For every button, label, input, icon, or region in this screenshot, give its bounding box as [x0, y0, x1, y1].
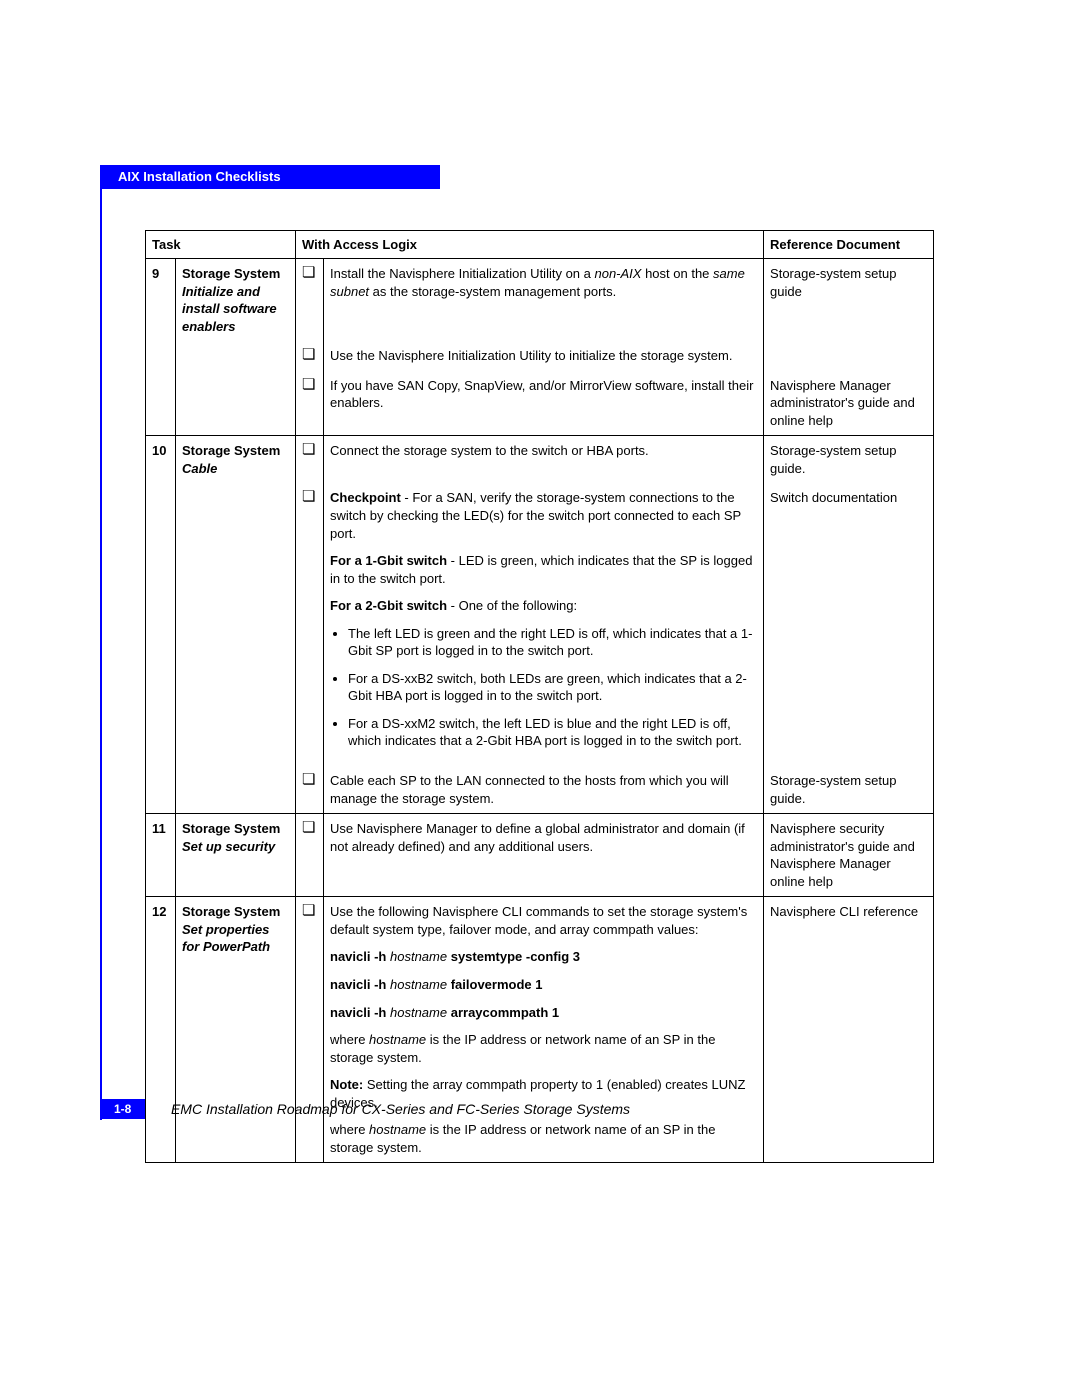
step-text: Cable each SP to the LAN connected to th…	[324, 766, 764, 814]
empty-cell	[176, 371, 296, 436]
table-row: ❏ Use the Navisphere Initialization Util…	[146, 341, 934, 371]
table-row: 11 Storage System Set up security ❏ Use …	[146, 814, 934, 897]
task-subtitle: Initialize and install software enablers	[182, 284, 277, 334]
empty-cell	[176, 766, 296, 814]
task-title: Storage System	[182, 904, 280, 919]
footer-page-number: 1-8	[100, 1099, 145, 1119]
col-task-header: Task	[146, 231, 296, 259]
empty-cell	[146, 341, 176, 371]
checkpoint-bullets: The left LED is green and the right LED …	[330, 625, 757, 750]
table-row: 10 Storage System Cable ❏ Connect the st…	[146, 436, 934, 484]
checkpoint-p2: For a 2-Gbit switch - One of the followi…	[330, 597, 757, 615]
reference-text: Storage-system setup guide	[764, 259, 934, 342]
r12-lead: Use the following Navisphere CLI command…	[330, 903, 757, 938]
task-title: Storage System	[182, 821, 280, 836]
task-cell: Storage System Initialize and install so…	[176, 259, 296, 342]
r12-cmd2: navicli -h hostname failovermode 1	[330, 976, 757, 994]
checkbox: ❏	[296, 436, 324, 484]
step-text: Use the following Navisphere CLI command…	[324, 897, 764, 1163]
bullet-item: For a DS-xxB2 switch, both LEDs are gree…	[348, 670, 757, 705]
reference-text: Navisphere Manager administrator's guide…	[764, 371, 934, 436]
reference-text: Storage-system setup guide.	[764, 766, 934, 814]
r12-cmd1: navicli -h hostname systemtype -config 3	[330, 948, 757, 966]
section-header-tab: AIX Installation Checklists	[100, 165, 440, 189]
task-title: Storage System	[182, 443, 280, 458]
task-cell: Storage System Cable	[176, 436, 296, 484]
reference-text: Navisphere CLI reference	[764, 897, 934, 1163]
checkbox: ❏	[296, 341, 324, 371]
table-row: ❏ Cable each SP to the LAN connected to …	[146, 766, 934, 814]
table-row: 9 Storage System Initialize and install …	[146, 259, 934, 342]
left-margin-rule	[100, 165, 102, 1120]
step-text: Install the Navisphere Initialization Ut…	[324, 259, 764, 342]
task-subtitle: Cable	[182, 461, 217, 476]
empty-cell	[146, 766, 176, 814]
checkbox: ❏	[296, 897, 324, 1163]
checkbox: ❏	[296, 259, 324, 342]
task-number: 10	[146, 436, 176, 484]
task-subtitle: Set up security	[182, 839, 275, 854]
bullet-item: The left LED is green and the right LED …	[348, 625, 757, 660]
checkbox: ❏	[296, 766, 324, 814]
footer-doc-title: EMC Installation Roadmap for CX-Series a…	[171, 1101, 630, 1117]
reference-text: Storage-system setup guide.	[764, 436, 934, 484]
table-header-row: Task With Access Logix Reference Documen…	[146, 231, 934, 259]
table-row: ❏ If you have SAN Copy, SnapView, and/or…	[146, 371, 934, 436]
checkpoint-p1: For a 1-Gbit switch - LED is green, whic…	[330, 552, 757, 587]
checklist-table-wrap: Task With Access Logix Reference Documen…	[145, 230, 933, 1163]
page-footer: 1-8 EMC Installation Roadmap for CX-Seri…	[100, 1099, 940, 1121]
col-reference-header: Reference Document	[764, 231, 934, 259]
col-access-header: With Access Logix	[296, 231, 764, 259]
r12-p1: where hostname is the IP address or netw…	[330, 1031, 757, 1066]
table-row: 12 Storage System Set properties for Pow…	[146, 897, 934, 1163]
task-number: 11	[146, 814, 176, 897]
checkbox: ❏	[296, 814, 324, 897]
task-title: Storage System	[182, 266, 280, 281]
reference-text	[764, 341, 934, 371]
empty-cell	[146, 483, 176, 766]
task-number: 9	[146, 259, 176, 342]
r12-p3: where hostname is the IP address or netw…	[330, 1121, 757, 1156]
bullet-item: For a DS-xxM2 switch, the left LED is bl…	[348, 715, 757, 750]
checkbox: ❏	[296, 483, 324, 766]
task-number: 12	[146, 897, 176, 1163]
step-text: If you have SAN Copy, SnapView, and/or M…	[324, 371, 764, 436]
checkpoint-lead: Checkpoint - For a SAN, verify the stora…	[330, 489, 757, 542]
empty-cell	[146, 371, 176, 436]
step-text: Use Navisphere Manager to define a globa…	[324, 814, 764, 897]
step-text: Connect the storage system to the switch…	[324, 436, 764, 484]
r12-cmd3: navicli -h hostname arraycommpath 1	[330, 1004, 757, 1022]
step-text: Use the Navisphere Initialization Utilit…	[324, 341, 764, 371]
checkbox: ❏	[296, 371, 324, 436]
step-text: Checkpoint - For a SAN, verify the stora…	[324, 483, 764, 766]
task-subtitle: Set properties for PowerPath	[182, 922, 270, 955]
task-cell: Storage System Set up security	[176, 814, 296, 897]
document-page: AIX Installation Checklists Task With Ac…	[0, 0, 1080, 1397]
table-row: ❏ Checkpoint - For a SAN, verify the sto…	[146, 483, 934, 766]
task-cell: Storage System Set properties for PowerP…	[176, 897, 296, 1163]
reference-text: Navisphere security administrator's guid…	[764, 814, 934, 897]
empty-cell	[176, 483, 296, 766]
empty-cell	[176, 341, 296, 371]
reference-text: Switch documentation	[764, 483, 934, 766]
checklist-table: Task With Access Logix Reference Documen…	[145, 230, 934, 1163]
